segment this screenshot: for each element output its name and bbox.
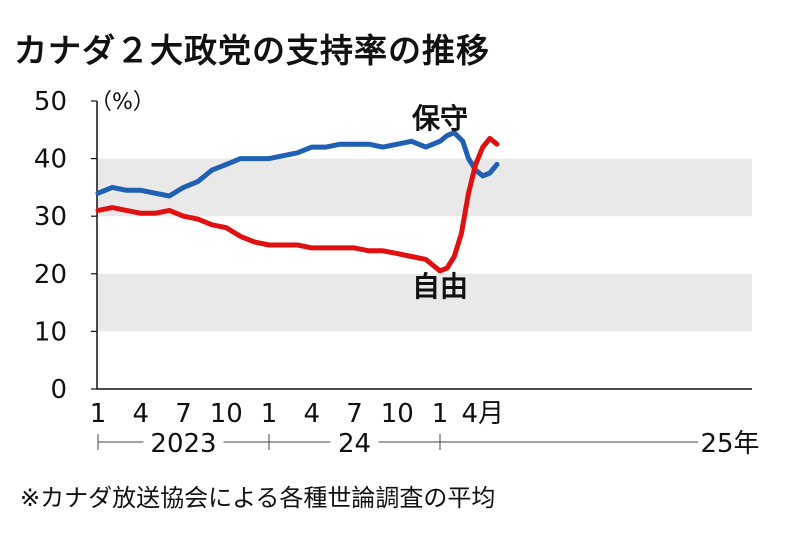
x-tick-label: 7 <box>175 399 192 429</box>
year-axis: 2023 24 25年 <box>97 427 762 459</box>
y-tick-label: 30 <box>34 202 67 232</box>
year-label: 24 <box>338 429 371 459</box>
axes <box>91 100 752 390</box>
y-tick-label: 20 <box>34 260 67 290</box>
grid-band <box>97 158 752 217</box>
grid-bands <box>97 158 752 332</box>
x-tick-label: 7 <box>346 399 363 429</box>
x-tick-label: 1 <box>90 399 107 429</box>
x-tick-label: 4 <box>132 399 149 429</box>
chart-title: カナダ２大政党の支持率の推移 <box>14 31 490 70</box>
x-tick-label: 4 <box>303 399 320 429</box>
x-tick-label: 10 <box>381 399 414 429</box>
series-line <box>95 130 500 199</box>
y-tick-label: 0 <box>50 375 67 405</box>
grid-band <box>97 273 752 332</box>
y-axis-labels: 0 10 20 30 40 50 <box>34 87 67 405</box>
x-tick-label: 1 <box>432 399 449 429</box>
x-tick-label: 1 <box>261 399 278 429</box>
y-tick-label: 10 <box>34 317 67 347</box>
year-label-bg <box>143 427 224 457</box>
y-tick-label: 40 <box>34 145 67 175</box>
year-label: 2023 <box>150 429 216 459</box>
series-lines <box>95 130 500 274</box>
source-note: ※カナダ放送協会による各種世論調査の平均 <box>20 484 496 512</box>
series-label: 保守 <box>412 102 468 135</box>
y-axis-unit: （%） <box>90 90 155 115</box>
x-axis-labels: 1 4 7 10 1 4 7 10 1 4月 <box>90 399 504 429</box>
x-tick-label: 4月 <box>461 399 504 429</box>
year-label-bg <box>330 427 379 457</box>
y-tick-label: 50 <box>34 87 67 117</box>
x-tick-label: 10 <box>210 399 243 429</box>
year-label: 25年 <box>700 429 759 459</box>
year-label-bg <box>698 427 762 457</box>
series-label: 自由 <box>412 270 468 303</box>
series-line <box>95 135 500 274</box>
